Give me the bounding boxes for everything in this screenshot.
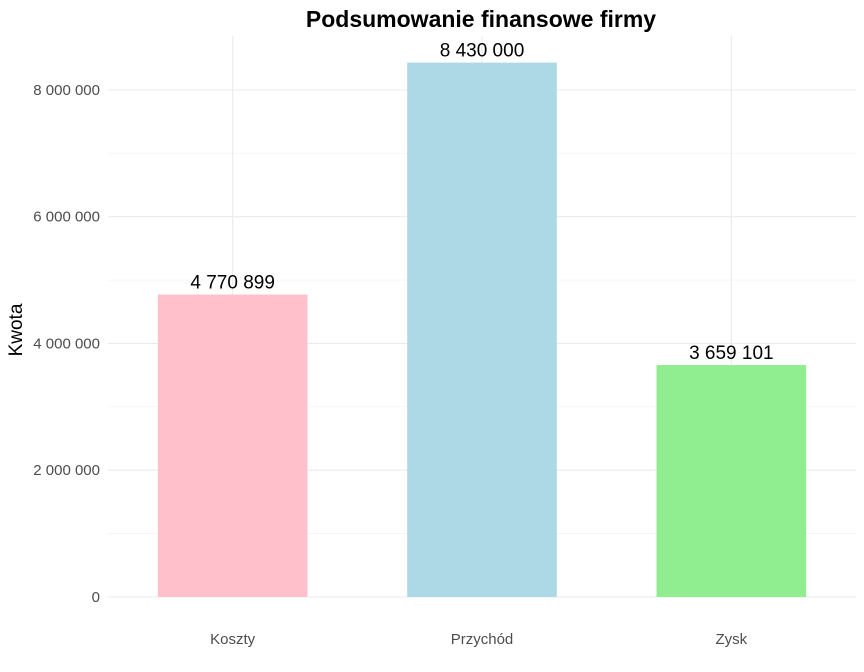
bars bbox=[157, 62, 807, 598]
x-tick-label: Koszty bbox=[210, 631, 256, 648]
y-tick-label: 4 000 000 bbox=[33, 335, 100, 352]
y-tick-label: 8 000 000 bbox=[33, 82, 100, 99]
y-tick-label: 0 bbox=[92, 589, 100, 606]
data-labels: 4 770 899 8 430 000 3 659 101 bbox=[190, 41, 773, 364]
y-tick-label: 6 000 000 bbox=[33, 209, 100, 226]
bar-zysk bbox=[656, 365, 807, 597]
x-tick-label: Przychód bbox=[451, 631, 514, 648]
x-axis: Koszty Przychód Zysk bbox=[210, 631, 748, 648]
y-tick-label: 2 000 000 bbox=[33, 462, 100, 479]
data-label-koszty: 4 770 899 bbox=[190, 273, 275, 294]
y-axis-title: Kwota bbox=[6, 303, 27, 356]
chart-title: Podsumowanie finansowe firmy bbox=[306, 6, 656, 32]
bar-przychód bbox=[407, 62, 557, 598]
y-axis: 0 2 000 000 4 000 000 6 000 000 8 000 000 bbox=[33, 82, 100, 606]
data-label-zysk: 3 659 101 bbox=[689, 343, 774, 364]
x-tick-label: Zysk bbox=[715, 631, 747, 648]
data-label-przychód: 8 430 000 bbox=[440, 41, 525, 62]
bar-koszty bbox=[157, 294, 308, 597]
